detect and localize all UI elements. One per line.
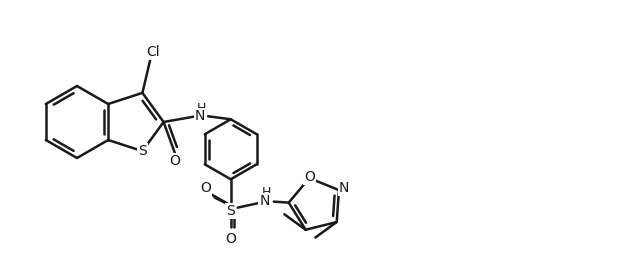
Text: O: O (170, 154, 180, 168)
Text: H: H (196, 102, 206, 115)
Text: N: N (195, 109, 205, 123)
Text: O: O (200, 180, 211, 195)
Text: N: N (339, 181, 349, 195)
Text: S: S (227, 204, 235, 218)
Text: H: H (262, 186, 271, 199)
Text: N: N (260, 194, 270, 208)
Text: S: S (138, 144, 147, 158)
Text: O: O (304, 170, 315, 184)
Text: O: O (225, 231, 236, 246)
Text: Cl: Cl (146, 45, 159, 59)
